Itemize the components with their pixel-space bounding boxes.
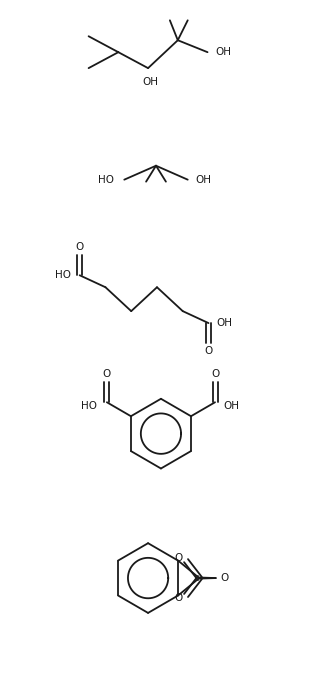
Text: O: O	[204, 346, 213, 356]
Text: O: O	[211, 369, 219, 380]
Text: O: O	[76, 243, 84, 252]
Text: OH: OH	[142, 77, 158, 87]
Text: OH: OH	[223, 401, 239, 411]
Text: O: O	[220, 573, 229, 583]
Text: OH: OH	[216, 47, 231, 57]
Text: OH: OH	[216, 318, 232, 328]
Text: OH: OH	[196, 175, 211, 185]
Text: HO: HO	[99, 175, 114, 185]
Text: HO: HO	[55, 270, 71, 280]
Text: O: O	[174, 553, 182, 563]
Text: O: O	[174, 593, 182, 604]
Text: HO: HO	[81, 401, 97, 411]
Text: O: O	[103, 369, 111, 380]
